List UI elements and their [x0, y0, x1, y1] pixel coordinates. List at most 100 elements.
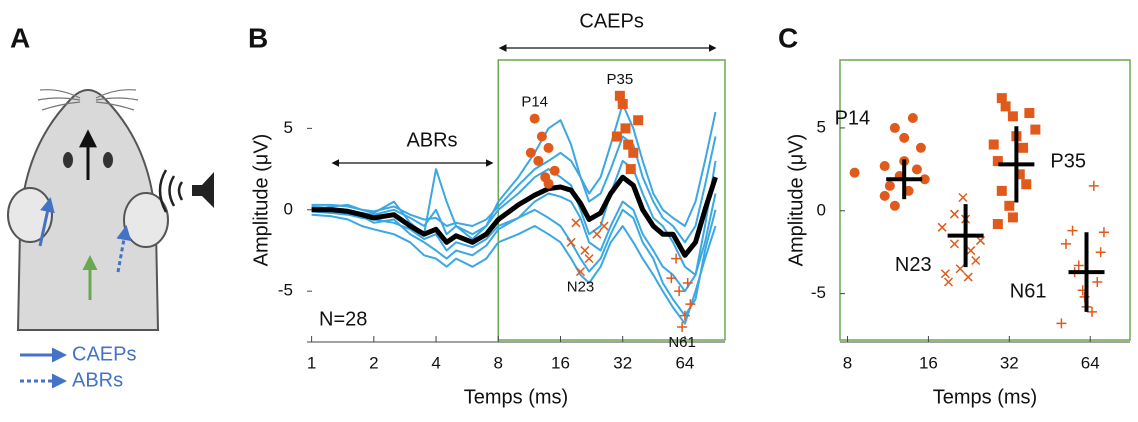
marker-shape — [849, 167, 860, 178]
data-point — [543, 178, 554, 189]
data-point — [1067, 225, 1078, 236]
data-point — [682, 278, 693, 289]
marker-shape — [584, 254, 594, 264]
x-tick-label: 64 — [675, 353, 694, 372]
data-point — [1004, 200, 1015, 211]
marker-shape — [1060, 238, 1071, 249]
data-point — [620, 123, 631, 134]
y-tick-label: 0 — [284, 199, 293, 218]
marker-shape — [899, 132, 910, 143]
y-tick-label: 5 — [284, 118, 293, 137]
data-point — [1073, 260, 1084, 271]
data-point — [849, 167, 860, 178]
panel-letter: B — [248, 22, 268, 53]
marker-shape — [525, 147, 536, 158]
marker-shape — [1067, 225, 1078, 236]
data-point — [628, 147, 639, 158]
marker-shape — [566, 237, 576, 247]
caep-window — [497, 59, 726, 341]
data-point — [1087, 306, 1098, 317]
whiskers — [37, 89, 139, 111]
marker-shape — [580, 245, 590, 255]
marker-shape — [889, 122, 900, 133]
marker-shape — [549, 165, 560, 176]
x-axis-label: Temps (ms) — [464, 386, 568, 408]
data-point — [884, 180, 895, 191]
data-point — [889, 200, 900, 211]
data-point — [533, 155, 544, 166]
data-point — [937, 222, 947, 232]
marker-shape — [592, 229, 602, 239]
data-point — [575, 267, 586, 277]
data-point — [975, 236, 986, 246]
data-point — [1056, 318, 1067, 329]
y-tick-label: 5 — [817, 117, 826, 136]
marker-shape — [958, 192, 968, 203]
data-point — [611, 131, 622, 142]
marker-shape — [1088, 180, 1099, 191]
group-label: P14 — [835, 108, 871, 130]
annotation: N=28 — [319, 308, 367, 330]
marker-shape — [543, 142, 554, 153]
eye — [63, 152, 73, 168]
x-tick-label: 16 — [919, 353, 938, 372]
marker-shape — [625, 164, 636, 175]
marker-shape — [975, 236, 986, 246]
marker-shape — [679, 310, 690, 321]
marker-shape — [620, 123, 631, 134]
data-point — [525, 147, 536, 158]
trace — [311, 213, 717, 325]
marker-shape — [614, 90, 625, 101]
x-tick-label: 4 — [431, 353, 440, 372]
annotation: ABRs — [406, 129, 457, 151]
data-point — [580, 245, 590, 255]
peak-label: N61 — [668, 334, 696, 351]
marker-shape — [611, 131, 622, 142]
data-point — [915, 142, 926, 153]
x-tick-label: 2 — [369, 353, 378, 372]
marker-shape — [992, 156, 1003, 167]
marker-shape — [1092, 277, 1103, 288]
y-tick-label: 0 — [817, 200, 826, 219]
data-point — [536, 131, 547, 142]
data-point — [971, 255, 981, 266]
marker-shape — [1098, 227, 1109, 238]
data-point — [617, 98, 628, 109]
marker-shape — [1030, 124, 1041, 135]
data-point — [949, 239, 959, 249]
data-point — [1024, 108, 1035, 119]
data-point — [889, 122, 900, 133]
marker-shape — [685, 299, 696, 310]
marker-shape — [949, 239, 959, 249]
trace — [311, 135, 717, 244]
marker-shape — [575, 267, 586, 277]
marker-shape — [879, 161, 890, 172]
data-point — [949, 209, 959, 219]
annotation: CAEPs — [579, 10, 643, 32]
data-point — [1098, 227, 1109, 238]
marker-shape — [1007, 212, 1018, 223]
marker-shape — [633, 115, 644, 126]
marker-shape — [674, 286, 685, 297]
marker-shape — [992, 219, 1003, 230]
marker-shape — [943, 277, 954, 287]
data-point — [958, 192, 968, 203]
marker-shape — [996, 93, 1007, 104]
ear — [123, 192, 169, 248]
mouse-head — [16, 89, 160, 331]
data-point — [879, 190, 890, 201]
data-point — [584, 254, 594, 264]
data-point — [1092, 277, 1103, 288]
legend-label: CAEPs — [72, 343, 136, 365]
data-point — [1060, 238, 1071, 249]
data-point — [919, 174, 930, 185]
marker-shape — [955, 264, 965, 274]
data-point — [992, 156, 1003, 167]
marker-shape — [533, 155, 544, 166]
group-label: N61 — [1010, 280, 1047, 302]
data-point — [633, 115, 644, 126]
data-point — [996, 185, 1007, 196]
data-point — [671, 253, 682, 264]
marker-shape — [682, 278, 693, 289]
data-point — [543, 142, 554, 153]
